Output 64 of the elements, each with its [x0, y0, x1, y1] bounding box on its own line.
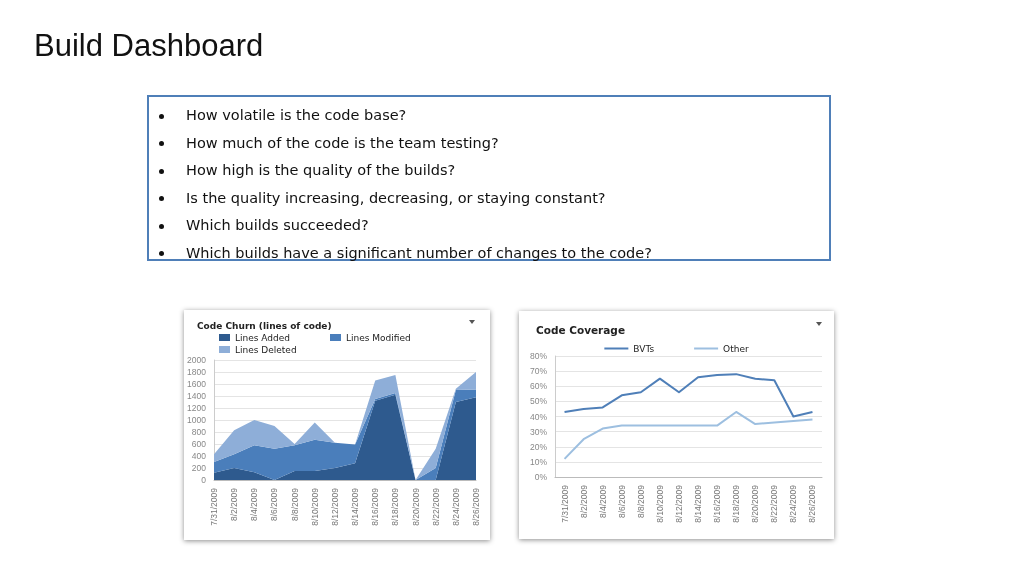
x-tick-label: 8/24/2009 [788, 484, 799, 523]
y-tick-label: 70% [529, 366, 548, 377]
x-tick-label: 8/26/2009 [471, 487, 481, 526]
x-tick-label: 8/22/2009 [430, 487, 441, 526]
x-tick-label: 8/14/2009 [350, 487, 361, 526]
legend-label: Other [723, 343, 749, 354]
x-tick-label: 8/12/2009 [329, 487, 340, 526]
x-tick-label: 8/20/2009 [410, 487, 421, 526]
x-tick-label: 8/8/2009 [289, 487, 300, 522]
legend-label: Lines Modified [345, 332, 411, 343]
x-tick-label: 8/16/2009 [370, 487, 381, 526]
legend-label: Lines Added [235, 332, 290, 343]
text: Which builds have a significant number of changes to the code? [185, 243, 653, 263]
y-tick-label: 60% [529, 381, 548, 392]
y-tick-label: 2000 [187, 355, 207, 365]
x-tick-label: 8/24/2009 [450, 487, 461, 526]
text: How volatile is the code base? [185, 106, 408, 125]
y-tick-label: 0% [534, 472, 548, 482]
x-tick-label: 7/31/2009 [559, 484, 570, 523]
x-tick-label: 8/4/2009 [597, 484, 608, 519]
x-tick-label: 8/12/2009 [673, 484, 684, 523]
y-tick-label: 80% [529, 351, 548, 361]
y-tick-label: 40% [529, 411, 548, 422]
y-tick-label: 1200 [187, 403, 207, 413]
chart-title: Code Churn (lines of code) [197, 320, 332, 331]
text: How much of the code is the team testing? [185, 133, 500, 153]
x-tick-label: 8/2/2009 [578, 484, 589, 519]
y-tick-label: 20% [529, 441, 548, 452]
y-tick-label: 800 [191, 427, 207, 437]
legend-label: Lines Deleted [235, 344, 297, 355]
x-tick-label: 8/2/2009 [229, 487, 240, 522]
legend-label: BVTs [633, 343, 655, 354]
x-tick-label: 8/16/2009 [712, 484, 723, 523]
y-tick-label: 1000 [187, 415, 207, 425]
chart-title: Code Coverage [536, 323, 625, 336]
y-tick-label: 200 [191, 463, 207, 473]
x-tick-label: 8/10/2009 [654, 484, 665, 523]
y-tick-label: 0 [201, 475, 207, 485]
y-tick-label: 10% [529, 456, 548, 467]
y-tick-label: 400 [191, 451, 207, 461]
x-tick-label: 8/8/2009 [635, 484, 646, 519]
y-tick-label: 600 [191, 439, 207, 449]
y-tick-label: 30% [529, 426, 548, 437]
y-tick-label: 50% [529, 396, 548, 407]
y-tick-label: 1800 [187, 367, 207, 377]
y-tick-label: 1400 [187, 391, 207, 401]
text: Is the quality increasing, decreasing, or staying constant? [185, 188, 607, 208]
text: Which builds succeeded? [185, 216, 370, 236]
line-series [563, 373, 814, 418]
line-series [563, 410, 814, 460]
x-tick-label: 8/4/2009 [249, 487, 260, 522]
x-tick-label: 7/31/2009 [209, 487, 219, 526]
x-tick-label: 8/18/2009 [390, 487, 401, 526]
x-tick-label: 8/6/2009 [616, 484, 627, 519]
text: Build Dashboard [34, 28, 264, 64]
x-tick-label: 8/14/2009 [693, 484, 704, 523]
y-tick-label: 1600 [187, 379, 207, 389]
text: How high is the quality of the builds? [185, 161, 457, 181]
x-tick-label: 8/6/2009 [269, 487, 280, 522]
x-tick-label: 8/10/2009 [309, 487, 320, 526]
x-tick-label: 8/26/2009 [807, 484, 818, 523]
x-tick-label: 8/18/2009 [731, 484, 742, 523]
x-tick-label: 8/22/2009 [769, 484, 780, 523]
x-tick-label: 8/20/2009 [750, 484, 761, 523]
